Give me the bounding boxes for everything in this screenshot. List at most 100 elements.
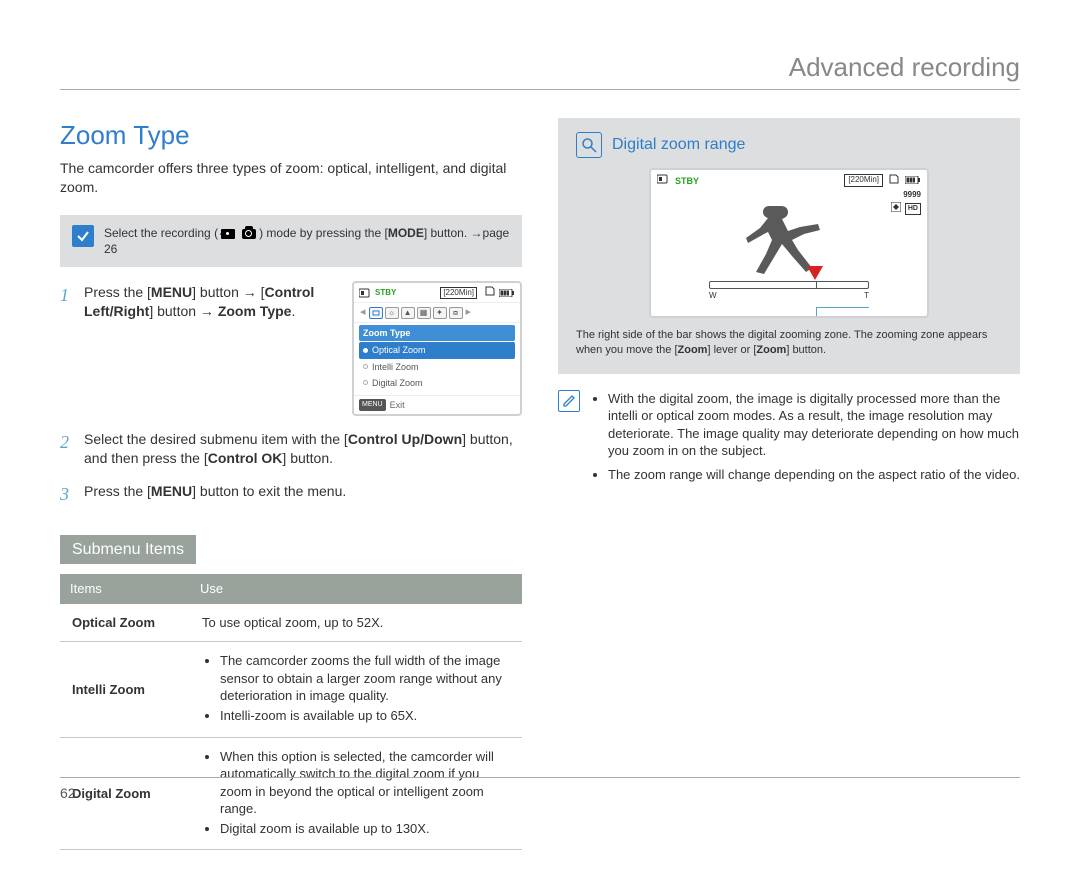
- section-title: Zoom Type: [60, 118, 522, 153]
- display-time: [220Min]: [844, 174, 883, 187]
- camcorder-display: STBY [220Min] 9999 HD: [649, 168, 929, 318]
- row2-b1: The camcorder zooms the full width of th…: [220, 652, 510, 705]
- row2-b2: Intelli-zoom is available up to 65X.: [220, 707, 510, 725]
- panel-title: Digital zoom range: [612, 134, 745, 156]
- step-1: Press the [MENU] button → [Control Left/…: [60, 283, 522, 416]
- lcd-tabs: ◂ ☼ ▲ ▦ ✦ ⧈ ▸: [354, 303, 520, 323]
- digital-zoom-segment: [816, 282, 868, 288]
- lcd-row-digital: Digital Zoom: [359, 375, 515, 391]
- lcd-row-intelli: Intelli Zoom: [359, 359, 515, 375]
- step-2: Select the desired submenu item with the…: [60, 430, 522, 468]
- mode-note-bold: MODE: [388, 226, 424, 240]
- page-number-text: 62: [60, 785, 76, 801]
- lcd-exit: Exit: [390, 399, 405, 411]
- row2-name: Intelli Zoom: [60, 642, 190, 737]
- display-stby: STBY: [675, 175, 699, 187]
- battery-icon: [499, 289, 515, 297]
- zoom-w-label: W: [709, 291, 717, 302]
- manual-page: Advanced recording Zoom Type The camcord…: [0, 0, 1080, 880]
- note-b1: With the digital zoom, the image is digi…: [608, 390, 1020, 460]
- zoom-t-label: T: [864, 291, 869, 302]
- pencil-note-icon: [558, 390, 580, 412]
- tab-1: [369, 307, 383, 319]
- lcd-stby: STBY: [375, 288, 396, 299]
- lcd-footer: MENU Exit: [354, 395, 520, 414]
- step3-b: MENU: [151, 483, 192, 499]
- lcd-row-optical: Optical Zoom: [359, 342, 515, 358]
- note-b2: The zoom range will change depending on …: [608, 466, 1020, 484]
- memory-card-icon: [889, 174, 899, 187]
- step1-frag3: ] button →: [149, 303, 217, 319]
- tab-4: ▦: [417, 307, 431, 319]
- submenu-table: Items Use Optical Zoom To use optical zo…: [60, 574, 522, 850]
- row2-desc: The camcorder zooms the full width of th…: [190, 642, 522, 737]
- steps-list: Press the [MENU] button → [Control Left/…: [60, 283, 522, 500]
- lcd-opt1: Optical Zoom: [372, 344, 426, 356]
- lcd-opt2: Intelli Zoom: [372, 361, 419, 373]
- photo-mode-icon: [242, 229, 256, 239]
- left-column: Zoom Type The camcorder offers three typ…: [60, 118, 522, 850]
- th-use: Use: [190, 574, 522, 604]
- callout-b: Zoom: [678, 344, 708, 356]
- lcd-opt3: Digital Zoom: [372, 377, 423, 389]
- info-note: With the digital zoom, the image is digi…: [558, 390, 1020, 490]
- callout-e: ] button.: [786, 344, 826, 356]
- step1-bold-zt: Zoom Type: [218, 303, 292, 319]
- th-items: Items: [60, 574, 190, 604]
- step2-a: Select the desired submenu item with the…: [84, 431, 348, 447]
- callout-c: ] lever or [: [707, 344, 756, 356]
- right-column: Digital zoom range STBY [220Min]: [558, 118, 1020, 850]
- step2-b: Control Up/Down: [348, 431, 462, 447]
- mode-note-text: Select the recording ( ) mode by pressin…: [104, 225, 510, 257]
- info-note-list: With the digital zoom, the image is digi…: [590, 390, 1020, 490]
- zoom-bar: W T: [709, 281, 869, 302]
- skater-silhouette: [729, 188, 849, 283]
- card-icon: [657, 174, 669, 187]
- step2-e: ] button.: [282, 450, 333, 466]
- quality-icon: [891, 202, 901, 216]
- tab-left-arrow: ◂: [359, 305, 367, 320]
- mode-note-prefix: Select the recording (: [104, 226, 218, 240]
- step-1-text: Press the [MENU] button → [Control Left/…: [84, 283, 340, 321]
- display-count: 9999: [903, 190, 921, 201]
- tab-5: ✦: [433, 307, 447, 319]
- memory-card-icon: [485, 286, 495, 299]
- row1-name: Optical Zoom: [60, 604, 190, 642]
- mode-note-mid: ) mode by pressing the [: [259, 226, 388, 240]
- display-hd-row: HD: [891, 202, 921, 216]
- step1-bold-menu: MENU: [151, 284, 192, 300]
- callout-d: Zoom: [756, 344, 786, 356]
- magnifier-icon: [576, 132, 602, 158]
- table-row: Intelli Zoom The camcorder zooms the ful…: [60, 642, 522, 737]
- tab-3: ▲: [401, 307, 415, 319]
- step-3: Press the [MENU] button to exit the menu…: [60, 482, 522, 501]
- mode-note-box: Select the recording ( ) mode by pressin…: [60, 215, 522, 267]
- card-icon: [359, 288, 371, 298]
- menu-key-icon: MENU: [359, 399, 386, 410]
- two-column-layout: Zoom Type The camcorder offers three typ…: [60, 118, 1020, 850]
- table-row: Optical Zoom To use optical zoom, up to …: [60, 604, 522, 642]
- check-icon: [72, 225, 94, 247]
- step1-frag: Press the [: [84, 284, 151, 300]
- step1-frag2: ] button → [: [192, 284, 264, 300]
- tab-6: ⧈: [449, 307, 463, 319]
- step3-c: ] button to exit the menu.: [192, 483, 346, 499]
- row1-desc: To use optical zoom, up to 52X.: [190, 604, 522, 642]
- video-mode-icon: [221, 229, 235, 239]
- lcd-list: Zoom Type Optical Zoom Intelli Zoom Digi…: [354, 323, 520, 395]
- digital-zoom-panel: Digital zoom range STBY [220Min]: [558, 118, 1020, 374]
- page-number: 62: [60, 777, 1020, 803]
- lcd-time: [220Min]: [440, 287, 477, 300]
- intro-text: The camcorder offers three types of zoom…: [60, 159, 522, 197]
- submenu-badge: Submenu Items: [60, 535, 196, 565]
- step2-d: Control OK: [208, 450, 283, 466]
- lcd-list-header: Zoom Type: [359, 325, 515, 341]
- step1-dot: .: [291, 303, 295, 319]
- callout-text: The right side of the bar shows the digi…: [576, 328, 1002, 358]
- battery-icon: [905, 175, 921, 187]
- chapter-title: Advanced recording: [60, 50, 1020, 90]
- tab-2: ☼: [385, 307, 399, 319]
- tab-right-arrow: ▸: [465, 305, 473, 320]
- lcd-screenshot: STBY [220Min] ◂: [352, 281, 522, 416]
- display-hd: HD: [905, 203, 921, 214]
